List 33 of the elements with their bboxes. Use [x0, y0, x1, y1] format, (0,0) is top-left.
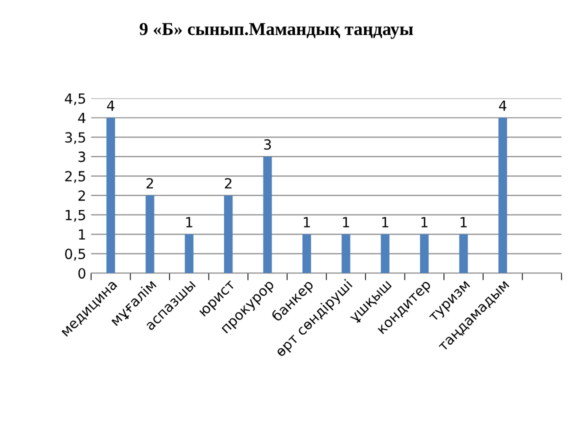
data-label: 2 — [146, 178, 153, 188]
chart-title: 9 «Б» сынып.Мамандық таңдауы — [140, 23, 414, 39]
bar — [498, 118, 508, 274]
bar — [420, 234, 429, 274]
bar — [380, 234, 390, 274]
y-tick-label: 3 — [78, 152, 86, 162]
data-label: 1 — [343, 217, 350, 228]
y-tick-label: 2 — [78, 190, 85, 201]
data-label: 1 — [460, 217, 467, 228]
data-label: 2 — [224, 178, 232, 188]
data-label: 4 — [107, 100, 114, 111]
bar — [146, 195, 154, 274]
y-tick-label: 0,5 — [65, 248, 86, 261]
bar — [459, 234, 468, 274]
bar — [302, 234, 312, 274]
bar — [342, 234, 350, 274]
y-tick-label: 1,5 — [66, 210, 86, 222]
y-tick-label: 3,5 — [65, 132, 86, 144]
y-tick-label: 1 — [78, 229, 85, 240]
y-tick-label: 2,5 — [65, 170, 86, 183]
bar — [106, 118, 116, 274]
bar — [263, 156, 272, 274]
bar — [224, 195, 233, 274]
data-label: 1 — [382, 217, 388, 228]
data-label: 1 — [304, 217, 310, 228]
y-tick-label: 0 — [78, 268, 86, 279]
data-label: 3 — [264, 139, 271, 150]
bar — [184, 234, 194, 274]
data-label: 1 — [421, 217, 428, 228]
data-label: 1 — [186, 217, 192, 228]
y-tick-label: 4 — [78, 112, 86, 124]
data-label: 4 — [499, 100, 506, 111]
y-tick-label: 4,5 — [64, 93, 86, 106]
